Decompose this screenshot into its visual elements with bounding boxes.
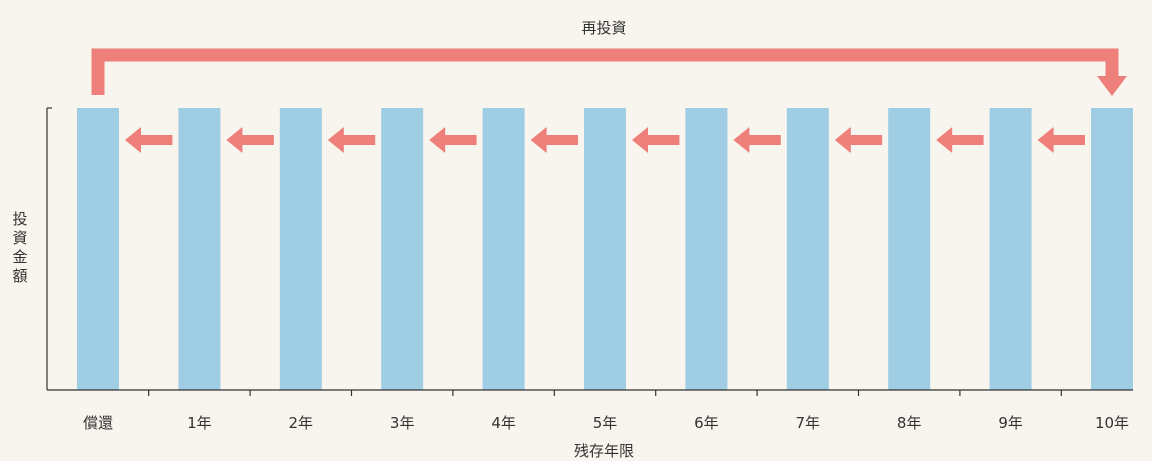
reinvest-arrow-group: [91, 48, 1127, 96]
x-tick-label: 8年: [897, 414, 922, 432]
x-tick-label: 10年: [1095, 414, 1129, 432]
bar: [989, 108, 1032, 390]
bar: [888, 108, 931, 390]
bar: [178, 108, 221, 390]
reinvest-bracket-line: [91, 48, 1119, 95]
x-tick-label: 2年: [289, 414, 314, 432]
shift-arrow: [226, 127, 274, 153]
bar: [685, 108, 728, 390]
bar: [1091, 108, 1133, 390]
bar: [482, 108, 525, 390]
shift-arrow: [530, 127, 578, 153]
x-tick-label: 6年: [694, 414, 719, 432]
x-tick-label: 1年: [187, 414, 212, 432]
shift-arrows-group: [125, 127, 1085, 153]
x-tick-label: 償還: [83, 414, 113, 432]
bar: [584, 108, 626, 390]
bar: [279, 108, 322, 390]
shift-arrow: [936, 127, 984, 153]
bar: [77, 108, 119, 390]
bars-group: [77, 108, 1133, 390]
x-tick-label: 3年: [390, 414, 415, 432]
shift-arrow: [429, 127, 477, 153]
x-tick-label: 7年: [796, 414, 821, 432]
shift-arrow: [1037, 127, 1085, 153]
reinvest-label: 再投資: [581, 19, 626, 37]
bar: [786, 108, 829, 390]
y-axis-title: 投資金額: [12, 210, 27, 285]
bar: [381, 108, 424, 390]
shift-arrow: [125, 127, 173, 153]
reinvest-arrowhead: [1097, 76, 1127, 96]
x-tick-label: 9年: [998, 414, 1023, 432]
x-tick-label: 4年: [491, 414, 516, 432]
shift-arrow: [327, 127, 376, 153]
axis-group: [46, 107, 1133, 396]
tick-labels-group: 償還 1年 2年 3年 4年 5年 6年 7年 8年 9年 10年: [83, 414, 1129, 432]
x-tick-label: 5年: [593, 414, 618, 432]
shift-arrow: [834, 127, 883, 153]
shift-arrow: [733, 127, 781, 153]
shift-arrow: [632, 127, 680, 153]
x-axis-title: 残存年限: [574, 442, 634, 460]
